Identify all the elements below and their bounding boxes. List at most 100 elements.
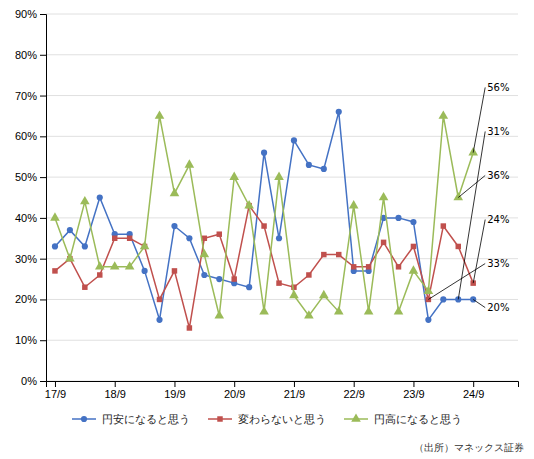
x-tick-label: 21/9 (284, 388, 305, 400)
point (231, 276, 236, 281)
point (112, 236, 117, 241)
y-tick-mark (40, 96, 46, 97)
point (304, 310, 314, 318)
point (289, 290, 299, 298)
point (141, 268, 147, 274)
y-tick: 80% (15, 49, 46, 61)
point (426, 297, 431, 302)
y-tick-mark (40, 218, 46, 219)
point (217, 231, 222, 236)
point (155, 110, 165, 118)
y-tick-mark (40, 381, 46, 382)
x-tick: 20/9 (224, 381, 245, 400)
x-tick-mark (473, 381, 474, 387)
y-tick-label: 60% (15, 130, 37, 142)
grid-line (46, 54, 518, 55)
point (187, 325, 192, 330)
point (95, 261, 105, 269)
point (453, 192, 463, 200)
point (396, 264, 401, 269)
y-tick: 90% (15, 8, 46, 20)
source-text: （出所）マネックス証券 (414, 442, 524, 453)
y-tick-mark (40, 299, 46, 300)
point (424, 286, 434, 294)
x-tick-mark (413, 381, 414, 387)
point (82, 284, 87, 289)
x-tick-label: 24/9 (463, 388, 484, 400)
point (259, 306, 269, 314)
point (50, 212, 60, 220)
series-line (55, 116, 473, 316)
y-tick-label: 30% (15, 253, 37, 265)
y-tick: 30% (15, 253, 46, 265)
point (140, 241, 150, 249)
point (349, 200, 359, 208)
legend-item: 円安になると思う (72, 413, 190, 426)
legend-label: 変わらないと思う (238, 413, 326, 426)
x-tick: 22/9 (343, 381, 364, 400)
annotation-text: 33% (487, 258, 509, 269)
y-tick-mark (40, 340, 46, 341)
x-axis-line (47, 382, 519, 388)
x-tick-mark (55, 381, 56, 387)
plot-root: 0%10%20%30%40%50%60%70%80%90%17/918/919/… (15, 8, 519, 400)
point (186, 235, 192, 241)
series (52, 109, 476, 323)
y-tick-mark (40, 259, 46, 260)
x-tick-mark (115, 381, 116, 387)
point (261, 150, 267, 156)
point (274, 172, 284, 180)
point (276, 280, 281, 285)
x-tick-label: 22/9 (343, 388, 364, 400)
point (276, 235, 282, 241)
point (97, 272, 102, 277)
grid (46, 14, 518, 381)
y-tick: 50% (15, 171, 46, 183)
legend: 円安になると思う 変わらないと思う 円高になると思う (72, 413, 462, 426)
point (157, 297, 162, 302)
y-tick-label: 10% (15, 334, 37, 346)
x-tick: 19/9 (164, 381, 185, 400)
point (261, 223, 266, 228)
legend-swatch-marker (351, 413, 361, 421)
x-tick-mark (174, 381, 175, 387)
y-axis-line (40, 15, 47, 382)
point (381, 240, 386, 245)
y-tick: 10% (15, 334, 46, 346)
point (127, 236, 132, 241)
y-tick-mark (40, 136, 46, 137)
annotation-line (473, 220, 485, 284)
legend-label: 円安になると思う (102, 413, 190, 426)
x-tick: 18/9 (104, 381, 125, 400)
series-line (55, 206, 473, 328)
point (291, 137, 297, 143)
point (366, 264, 371, 269)
legend-label: 円高になると思う (374, 413, 462, 426)
point (214, 310, 224, 318)
point (80, 196, 90, 204)
point (229, 172, 239, 180)
y-tick: 20% (15, 293, 46, 305)
y-tick-label: 70% (15, 90, 37, 102)
point (171, 223, 177, 229)
legend-item: 円高になると思う (344, 413, 462, 426)
point (306, 272, 311, 277)
x-tick-mark (234, 381, 235, 387)
point (246, 284, 252, 290)
point (319, 290, 329, 298)
y-tick-label: 90% (15, 8, 37, 20)
x-tick-label: 23/9 (403, 388, 424, 400)
grid-line (46, 95, 518, 96)
annotation-line (458, 131, 485, 299)
point (439, 110, 449, 118)
point (170, 188, 180, 196)
point (110, 261, 120, 269)
point (82, 243, 88, 249)
x-tick: 17/9 (45, 381, 66, 400)
point (409, 265, 419, 273)
point (364, 306, 374, 314)
annotation-text: 56% (487, 82, 509, 93)
point (52, 243, 58, 249)
annotation-text: 36% (487, 170, 509, 181)
x-tick-label: 18/9 (104, 388, 125, 400)
